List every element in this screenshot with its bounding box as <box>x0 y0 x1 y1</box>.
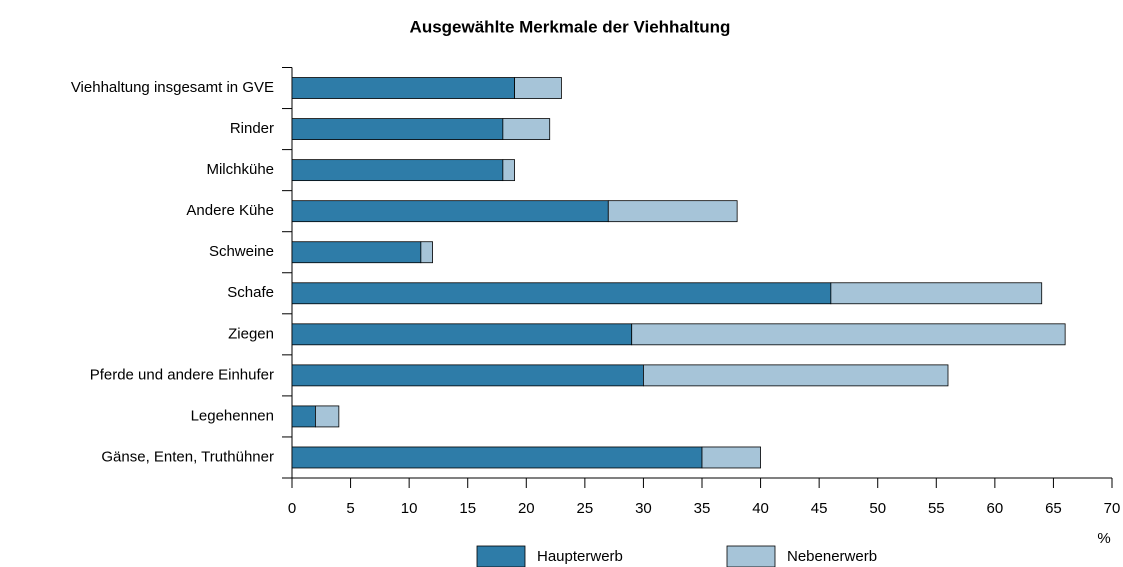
x-tick-label: 30 <box>635 500 652 517</box>
x-tick-label: 70 <box>1104 500 1121 517</box>
x-tick-label: 45 <box>811 500 828 517</box>
x-axis-label: % <box>1097 530 1110 547</box>
x-tick-label: 60 <box>987 500 1004 517</box>
x-tick-label: 25 <box>577 500 594 517</box>
x-tick-label: 50 <box>869 500 886 517</box>
legend-label: Nebenerwerb <box>787 548 877 565</box>
x-tick-label: 10 <box>401 500 418 517</box>
y-tick-label: Milchkühe <box>206 161 274 178</box>
bar-segment <box>830 282 1043 305</box>
bar-segment <box>315 405 340 428</box>
bar-segment <box>631 323 1066 346</box>
bar-segment <box>291 323 633 346</box>
x-tick-label: 55 <box>928 500 945 517</box>
y-tick-label: Schafe <box>227 284 274 301</box>
x-tick-label: 15 <box>459 500 476 517</box>
bar-segment <box>514 77 562 99</box>
bar-segment <box>643 364 949 387</box>
legend-swatch <box>726 545 776 567</box>
bar-segment <box>291 405 316 428</box>
bar-segment <box>291 159 504 182</box>
y-tick-label: Andere Kühe <box>186 202 274 219</box>
x-tick-label: 35 <box>694 500 711 517</box>
bar-segment <box>291 446 703 469</box>
bar-segment <box>291 241 422 264</box>
bar-segment <box>291 200 609 223</box>
legend-swatch <box>476 545 526 567</box>
chart-title: Ausgewählte Merkmale der Viehhaltung <box>410 17 731 36</box>
bar-segment <box>291 118 504 140</box>
bar-segment <box>291 364 644 387</box>
y-tick-label: Ziegen <box>228 325 274 342</box>
x-tick-label: 5 <box>346 500 354 517</box>
y-tick-label: Schweine <box>209 243 274 260</box>
y-tick-label: Pferde und andere Einhufer <box>90 366 274 383</box>
bar-segment <box>701 446 761 469</box>
y-tick-label: Viehhaltung insgesamt in GVE <box>71 79 274 96</box>
bar-segment <box>291 77 515 99</box>
x-tick-label: 20 <box>518 500 535 517</box>
y-tick-label: Legehennen <box>191 407 274 424</box>
bar-segment <box>502 118 551 140</box>
bar-segment <box>502 159 515 182</box>
bar-segment <box>420 241 433 264</box>
bar-segment <box>607 200 738 223</box>
y-tick-label: Rinder <box>230 120 274 137</box>
x-tick-label: 65 <box>1045 500 1062 517</box>
legend-label: Haupterwerb <box>537 548 623 565</box>
y-tick-label: Gänse, Enten, Truthühner <box>101 448 274 465</box>
x-tick-label: 0 <box>288 500 296 517</box>
bar-segment <box>291 282 832 305</box>
x-tick-label: 40 <box>752 500 769 517</box>
